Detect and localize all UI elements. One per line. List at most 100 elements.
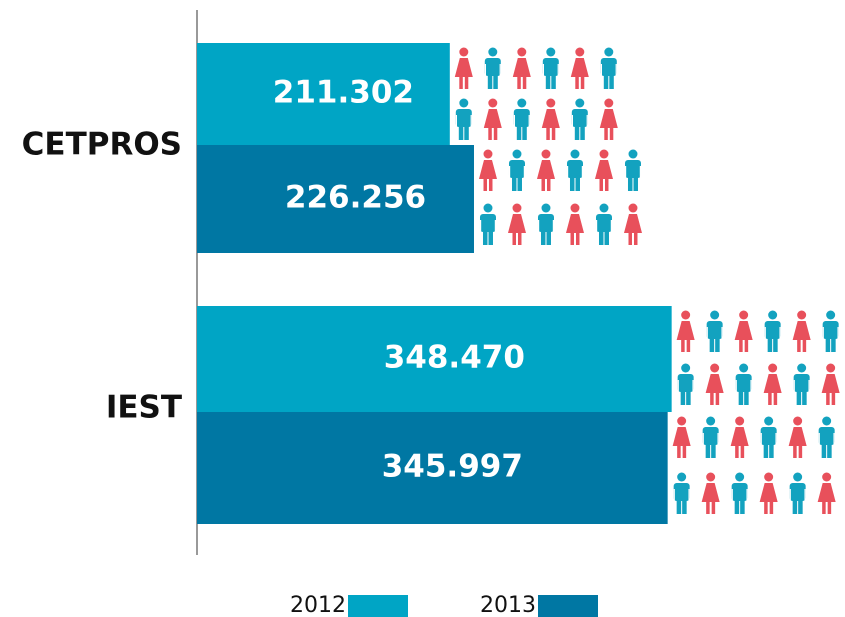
icon-leg <box>604 229 609 245</box>
icon-leg <box>464 77 469 89</box>
icon-gap <box>717 433 719 445</box>
icon-body <box>483 109 502 128</box>
icon-leg <box>744 389 749 405</box>
icon-leg <box>686 389 691 405</box>
icon-leg <box>517 77 521 89</box>
icon-leg <box>458 124 464 140</box>
icon-body <box>793 374 810 392</box>
icon-leg <box>609 73 614 89</box>
male-icon <box>818 416 835 458</box>
icon-body <box>673 483 690 501</box>
icon-body <box>570 58 589 77</box>
icon-head <box>628 149 638 159</box>
icon-head <box>512 203 522 213</box>
icon-leg <box>575 77 579 89</box>
female-icon <box>512 47 531 89</box>
icon-head <box>793 416 803 426</box>
icon-leg <box>711 502 716 514</box>
icon-body <box>734 321 753 340</box>
icon-body <box>479 214 496 232</box>
icon-leg <box>609 128 614 140</box>
icon-head <box>677 472 687 482</box>
male-icon <box>822 310 839 352</box>
female-icon <box>478 149 497 191</box>
icon-leg <box>551 73 556 89</box>
icon-leg <box>541 179 545 191</box>
female-icon <box>594 149 613 191</box>
icon-leg <box>822 502 826 514</box>
icon-leg <box>831 336 836 352</box>
icon-body <box>702 427 719 445</box>
icon-head <box>546 98 556 108</box>
female-icon <box>536 149 555 191</box>
icon-leg <box>604 179 609 191</box>
icon-head <box>739 363 749 373</box>
icon-body <box>731 483 748 501</box>
icon-leg <box>459 77 463 89</box>
icon-head <box>570 203 580 213</box>
icon-gap <box>537 220 540 232</box>
icon-gap <box>586 115 588 127</box>
icon-body <box>759 483 778 502</box>
icon-head <box>604 98 614 108</box>
female-icon <box>788 416 807 458</box>
icon-leg <box>580 124 585 140</box>
icon-leg <box>677 446 681 458</box>
icon-head <box>599 203 609 213</box>
icon-leg <box>797 340 801 352</box>
icon-leg <box>769 442 774 458</box>
female-icon <box>570 47 589 89</box>
icon-head <box>768 363 778 373</box>
female-icon <box>759 472 778 514</box>
icon-body <box>676 321 695 340</box>
male-icon <box>571 98 588 140</box>
icon-body <box>623 214 642 233</box>
female-icon <box>483 98 502 140</box>
icon-head <box>628 203 638 213</box>
icon-leg <box>512 233 516 245</box>
icon-gap <box>455 115 458 127</box>
male-icon <box>677 363 694 405</box>
icon-leg <box>821 442 827 458</box>
icon-leg <box>825 336 831 352</box>
icon-leg <box>773 393 778 405</box>
icon-leg <box>627 175 633 191</box>
icon-body <box>599 109 618 128</box>
icon-leg <box>740 498 745 514</box>
icon-head <box>797 363 807 373</box>
icon-leg <box>802 389 807 405</box>
female-icon <box>701 472 720 514</box>
category-label: CETPROS <box>22 127 182 163</box>
icon-leg <box>604 128 608 140</box>
value-label: 348.470 <box>384 340 525 376</box>
icon-gap <box>600 64 603 76</box>
icon-head <box>517 98 527 108</box>
male-icon <box>702 416 719 458</box>
legend-swatch <box>348 595 408 617</box>
icon-body <box>792 321 811 340</box>
icon-gap <box>470 115 472 127</box>
icon-body <box>484 58 501 76</box>
icon-leg <box>739 340 743 352</box>
icon-body <box>512 58 531 77</box>
icon-gap <box>557 64 559 76</box>
value-label: 226.256 <box>285 180 426 216</box>
male-icon <box>735 363 752 405</box>
legend-swatch <box>538 595 598 617</box>
icon-gap <box>542 64 545 76</box>
icon-leg <box>633 175 638 191</box>
icon-gap <box>702 433 704 445</box>
bar <box>197 145 474 253</box>
icon-body <box>672 427 691 446</box>
icon-body <box>706 321 723 339</box>
female-icon <box>599 98 618 140</box>
icon-leg <box>744 340 749 352</box>
icon-gap <box>552 220 554 232</box>
icon-gap <box>779 327 781 339</box>
icon-body <box>764 321 781 339</box>
icon-leg <box>769 502 774 514</box>
icon-body <box>507 214 526 233</box>
icon-leg <box>826 393 830 405</box>
icon-gap <box>566 166 569 178</box>
icon-leg <box>628 233 632 245</box>
